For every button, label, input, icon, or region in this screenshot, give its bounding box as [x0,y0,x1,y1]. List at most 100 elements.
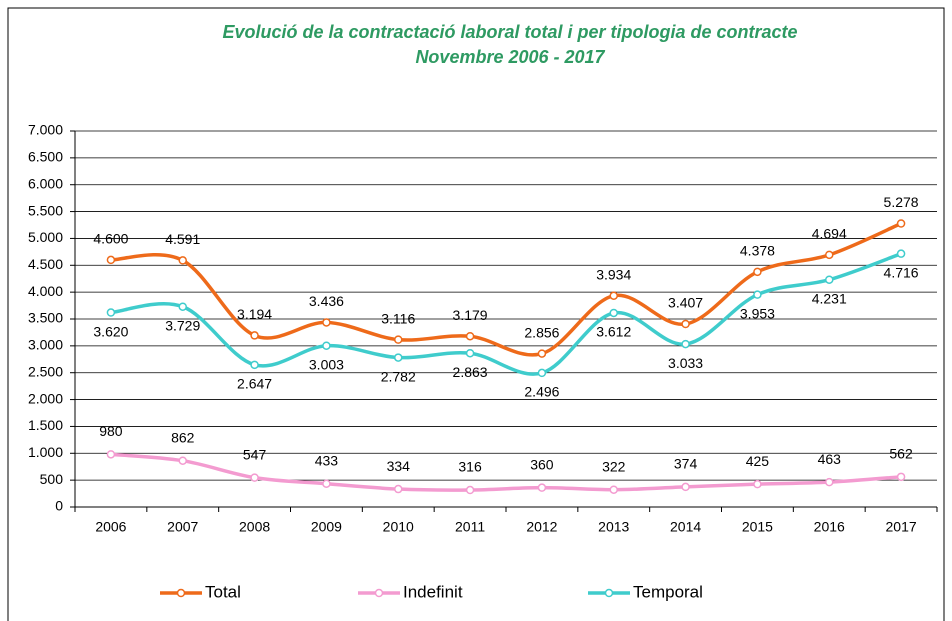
legend-marker [374,588,384,598]
x-tick-label: 2015 [742,519,773,535]
chart-frame [7,7,945,621]
point [825,250,834,260]
data-label: 3.194 [237,306,272,322]
point [250,473,259,482]
data-label: 4.231 [812,290,847,306]
x-tick-label: 2011 [455,519,485,535]
data-label: 2.782 [381,368,416,384]
point [609,308,618,318]
y-tick-label: 2.000 [28,390,63,406]
y-tick-label: 1.000 [28,444,63,460]
legend-label: Indefinit [403,582,463,601]
x-tick-label: 2017 [886,519,917,535]
point [825,275,834,284]
data-label: 3.953 [740,305,775,321]
data-label: 334 [387,458,411,474]
point [106,255,116,265]
point [322,318,331,327]
series-line [110,452,902,492]
data-label: 547 [243,446,267,462]
x-tick-label: 2006 [95,519,126,535]
point [394,484,403,494]
legend-marker [176,588,186,598]
data-label: 3.729 [165,317,200,333]
data-label: 3.620 [93,323,128,339]
data-label: 425 [746,453,770,469]
chart-subtitle: Novembre 2006 - 2017 [415,47,605,67]
data-label: 4.694 [812,226,847,242]
data-label: 2.856 [524,324,559,340]
point [178,256,187,265]
point [322,479,331,488]
point [896,219,906,228]
point [681,482,690,492]
point [106,308,116,317]
point [250,331,259,340]
y-tick-label: 0 [55,498,63,514]
y-tick-label: 500 [40,471,64,487]
x-tick-label: 2016 [814,519,845,535]
point [896,472,906,482]
point [178,456,187,465]
series-line [110,221,902,357]
data-label: 4.716 [884,264,919,280]
data-label: 322 [602,458,626,474]
point [753,267,762,277]
data-label: 374 [674,456,698,472]
point [753,290,762,299]
legend-label: Temporal [633,582,703,601]
point [896,249,906,258]
y-tick-label: 7.000 [28,122,63,138]
data-label: 3.612 [596,324,631,340]
data-label: 3.934 [596,266,631,282]
x-tick-label: 2014 [670,519,701,535]
point [609,291,618,300]
y-tick-label: 2.500 [28,363,63,379]
y-tick-label: 4.500 [28,256,63,272]
chart-title: Evolució de la contractació laboral tota… [222,22,797,42]
point [465,348,475,358]
point [681,339,690,349]
x-tick-label: 2010 [383,519,414,535]
point [537,368,547,378]
data-label: 3.116 [381,310,415,326]
y-tick-label: 4.000 [28,283,63,299]
y-tick-label: 5.000 [28,229,63,245]
point [825,477,834,487]
legend-marker [604,588,614,598]
point [465,485,475,495]
data-label: 3.033 [668,355,703,371]
data-label: 3.179 [453,307,488,323]
y-tick-label: 3.000 [28,337,63,353]
point [609,485,618,494]
x-tick-label: 2009 [311,519,342,535]
y-tick-label: 6.000 [28,175,63,191]
data-label: 2.496 [524,384,559,400]
y-tick-label: 1.500 [28,417,63,433]
data-label: 862 [171,429,195,445]
data-label: 316 [458,459,482,475]
point [465,331,475,341]
data-label: 3.436 [309,293,344,309]
data-label: 2.647 [237,376,272,392]
point [322,341,331,350]
point [394,353,403,362]
point [178,302,187,311]
legend-label: Total [205,582,241,601]
data-label: 4.591 [165,231,200,247]
data-label: 4.600 [93,231,128,247]
y-tick-label: 6.500 [28,149,63,165]
data-label: 980 [99,423,123,439]
y-tick-label: 5.500 [28,202,63,218]
data-label: 360 [530,456,554,472]
point [681,319,690,329]
point [753,479,762,489]
data-label: 3.407 [668,295,703,311]
point [106,450,116,459]
point [537,349,547,358]
data-label: 3.003 [309,356,344,372]
point [394,335,403,344]
x-tick-label: 2013 [598,519,629,535]
data-label: 463 [818,451,842,467]
